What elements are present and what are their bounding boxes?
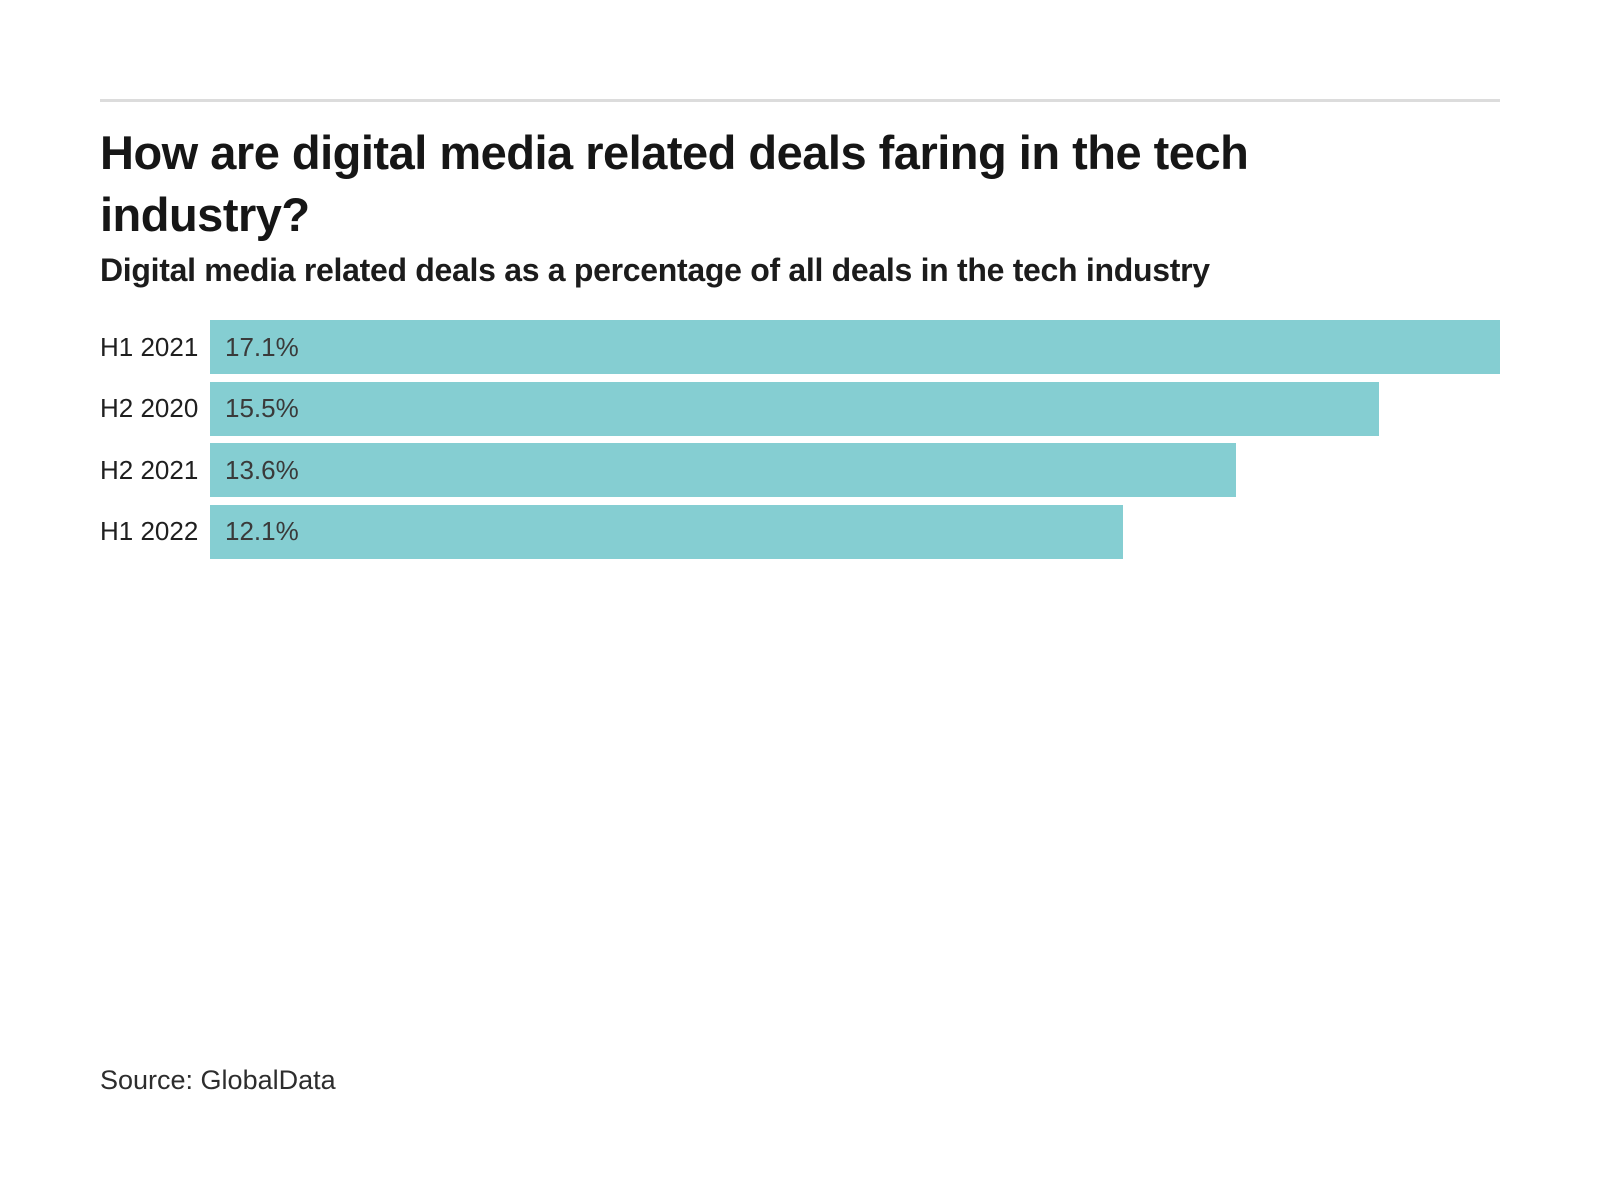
category-label: H2 2020: [100, 393, 199, 423]
chart-title: How are digital media related deals fari…: [100, 126, 1249, 241]
bar-row: H1 2022 12.1%: [100, 504, 1500, 559]
bar-track: 17.1%: [210, 320, 1500, 374]
chart-subtitle: Digital media related deals as a percent…: [100, 252, 1210, 288]
bar-row: H1 2021 17.1%: [100, 320, 1500, 374]
bar-row: H2 2020 15.5%: [100, 381, 1500, 436]
value-label: 17.1%: [225, 331, 299, 362]
source-note: Source: GlobalData: [100, 1065, 336, 1095]
value-label: 12.1%: [225, 516, 299, 546]
bar-track: 15.5%: [210, 381, 1500, 436]
value-label: 15.5%: [225, 393, 299, 423]
bar: 15.5%: [210, 381, 1380, 436]
category-label: H2 2021: [100, 454, 199, 485]
bar: 17.1%: [210, 320, 1500, 374]
value-label: 13.6%: [225, 454, 299, 485]
category-label: H1 2022: [100, 516, 199, 546]
bar-row: H2 2021 13.6%: [100, 443, 1500, 497]
category-label: H1 2021: [100, 331, 199, 362]
bar: 12.1%: [210, 504, 1123, 559]
bar: 13.6%: [210, 443, 1236, 497]
bar-track: 13.6%: [210, 443, 1500, 497]
bar-chart: H1 2021 17.1% H2 2020 15.5% H2 2021 13.6% H1 2…: [100, 320, 1500, 559]
bar-track: 12.1%: [210, 504, 1500, 559]
top-divider: [100, 99, 1500, 102]
